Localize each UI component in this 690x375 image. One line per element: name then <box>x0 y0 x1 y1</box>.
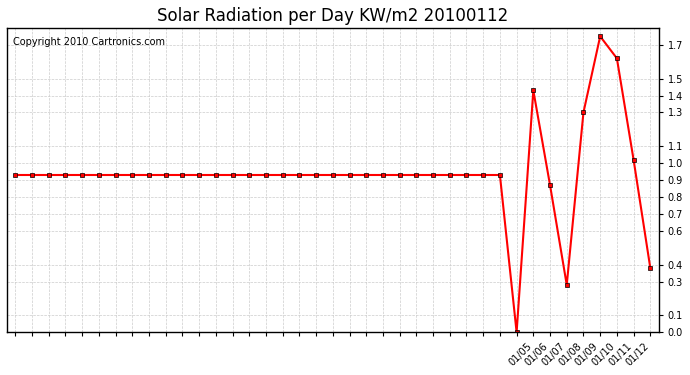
Text: Copyright 2010 Cartronics.com: Copyright 2010 Cartronics.com <box>14 37 166 47</box>
Title: Solar Radiation per Day KW/m2 20100112: Solar Radiation per Day KW/m2 20100112 <box>157 7 509 25</box>
